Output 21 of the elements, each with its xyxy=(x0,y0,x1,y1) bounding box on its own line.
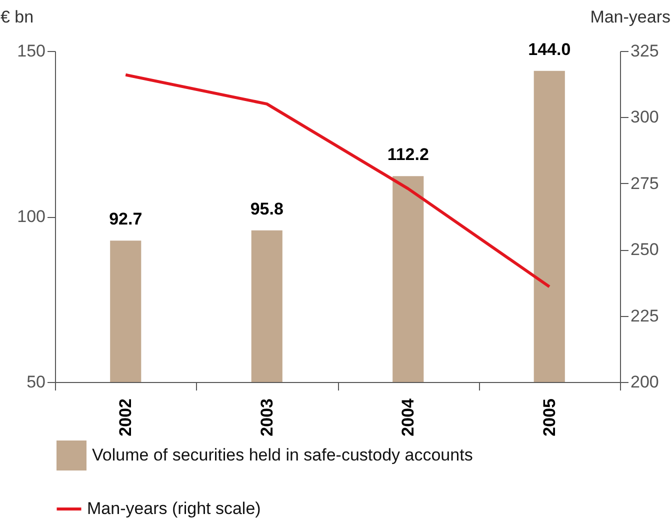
y-tick-label: 150 xyxy=(17,42,46,60)
data-label: 95.8 xyxy=(250,199,284,218)
y-tick-label: 50 xyxy=(26,372,46,392)
legend-label: Volume of securities held in safe-custody accounts xyxy=(92,446,473,464)
x-tick-label: 2005 xyxy=(540,398,559,436)
data-label: 144.0 xyxy=(528,40,571,59)
y2-tick-label: 275 xyxy=(630,174,659,193)
x-tick-label: 2004 xyxy=(398,398,418,436)
x-tick-label: 2003 xyxy=(257,398,276,436)
x-tick-label: 2002 xyxy=(116,398,136,436)
legend-label: Man-years (right scale) xyxy=(87,499,261,518)
y-tick-label: 100 xyxy=(17,207,46,226)
y2-tick-label: 225 xyxy=(630,306,659,326)
y2-tick-label: 325 xyxy=(630,42,659,60)
y2-tick-label: 200 xyxy=(630,372,659,392)
data-label: 112.2 xyxy=(387,145,429,164)
y2-tick-label: 250 xyxy=(630,240,659,260)
y2-tick-label: 300 xyxy=(630,108,659,127)
y2-axis-title: Man-years xyxy=(590,8,670,26)
y-axis-title: € bn xyxy=(0,8,34,26)
data-label: 92.7 xyxy=(109,210,142,229)
